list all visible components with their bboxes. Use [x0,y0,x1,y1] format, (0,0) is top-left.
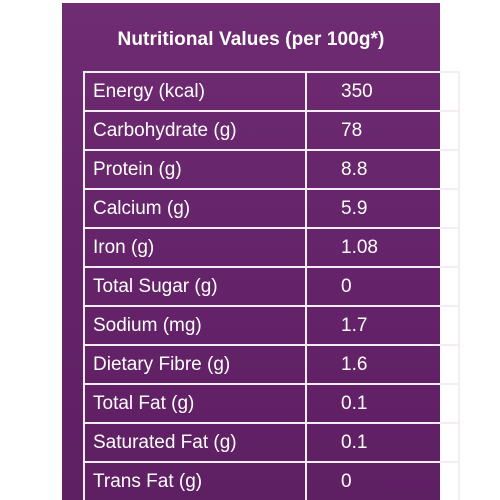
nutrient-value: 8.8 [305,149,460,190]
table-row: Dietary Fibre (g) 1.6 [83,344,460,385]
table-row: Total Sugar (g) 0 [83,266,460,307]
nutrient-label: Trans Fat (g) [83,461,307,500]
nutrient-value: 0.1 [305,383,460,424]
nutrition-label-panel: Nutritional Values (per 100g*) Energy (k… [62,3,460,500]
nutrient-label: Total Sugar (g) [83,266,307,307]
nutrient-label: Calcium (g) [83,188,307,229]
nutrient-value: 5.9 [305,188,460,229]
nutrient-value: 0 [305,461,460,500]
nutrient-label: Energy (kcal) [83,71,307,112]
table-row: Total Fat (g) 0.1 [83,383,460,424]
nutrition-title: Nutritional Values (per 100g*) [117,29,385,50]
table-row: Carbohydrate (g) 78 [83,110,460,151]
nutrient-label: Carbohydrate (g) [83,110,307,151]
nutrient-label: Saturated Fat (g) [83,422,307,463]
table-row: Saturated Fat (g) 0.1 [83,422,460,463]
nutrition-table: Energy (kcal) 350 Carbohydrate (g) 78 Pr… [83,71,460,500]
nutrient-value: 0 [305,266,460,307]
table-row: Protein (g) 8.8 [83,149,460,190]
table-row: Iron (g) 1.08 [83,227,460,268]
nutrient-label: Protein (g) [83,149,307,190]
nutrient-value: 1.08 [305,227,460,268]
nutrient-value: 0.1 [305,422,460,463]
table-row: Calcium (g) 5.9 [83,188,460,229]
nutrient-label: Total Fat (g) [83,383,307,424]
nutrient-value: 1.7 [305,305,460,346]
table-row: Sodium (mg) 1.7 [83,305,460,346]
nutrient-label: Dietary Fibre (g) [83,344,307,385]
nutrient-label: Sodium (mg) [83,305,307,346]
table-row: Trans Fat (g) 0 [83,461,460,500]
nutrient-value: 1.6 [305,344,460,385]
nutrient-value: 350 [305,71,460,112]
nutrient-label: Iron (g) [83,227,307,268]
nutrient-value: 78 [305,110,460,151]
table-row: Energy (kcal) 350 [83,71,460,112]
